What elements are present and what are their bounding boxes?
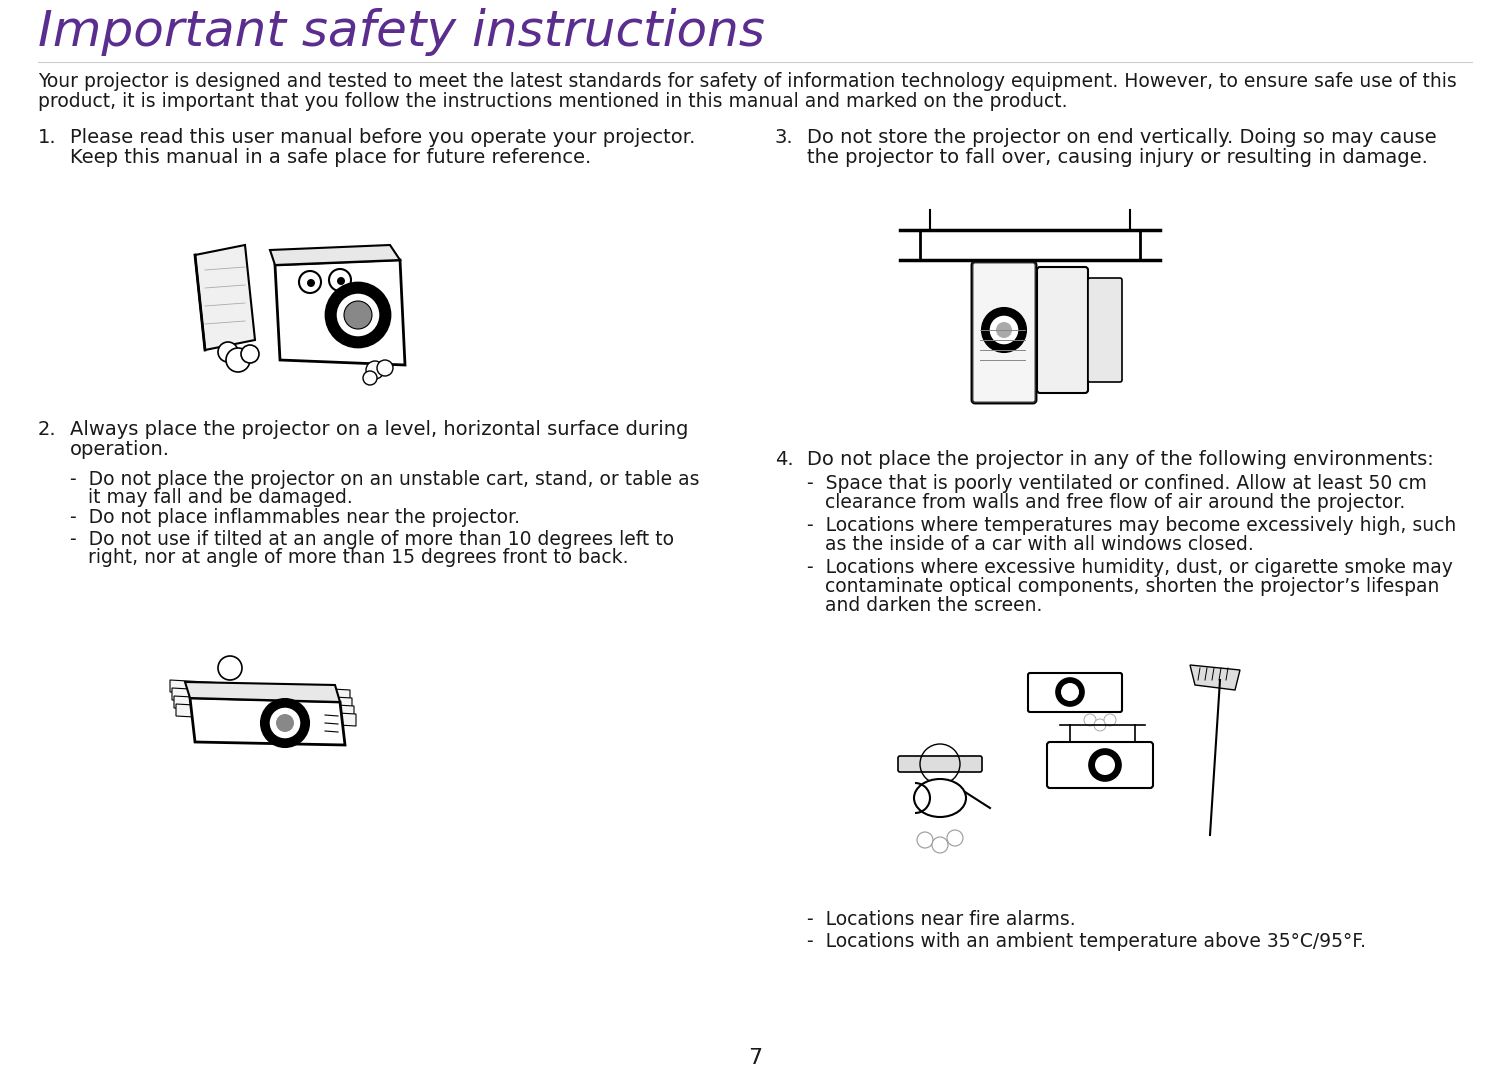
Circle shape xyxy=(299,271,322,293)
Circle shape xyxy=(362,371,378,384)
FancyBboxPatch shape xyxy=(1037,267,1089,393)
Text: 7: 7 xyxy=(747,1048,763,1068)
Text: Do not store the projector on end vertically. Doing so may cause: Do not store the projector on end vertic… xyxy=(806,128,1436,147)
Circle shape xyxy=(997,322,1012,338)
Circle shape xyxy=(337,293,381,337)
FancyBboxPatch shape xyxy=(972,262,1036,403)
Circle shape xyxy=(269,707,300,739)
FancyBboxPatch shape xyxy=(898,756,982,772)
Circle shape xyxy=(1084,714,1096,726)
Text: 1.: 1. xyxy=(38,128,57,147)
Circle shape xyxy=(1095,719,1105,731)
Text: -  Locations with an ambient temperature above 35°C/95°F.: - Locations with an ambient temperature … xyxy=(806,932,1367,950)
Text: -  Locations where temperatures may become excessively high, such: - Locations where temperatures may becom… xyxy=(806,516,1456,535)
Text: 4.: 4. xyxy=(775,450,794,469)
Circle shape xyxy=(365,361,384,379)
Text: -  Locations where excessive humidity, dust, or cigarette smoke may: - Locations where excessive humidity, du… xyxy=(806,558,1453,577)
Circle shape xyxy=(217,656,242,680)
Text: -  Locations near fire alarms.: - Locations near fire alarms. xyxy=(806,910,1075,929)
Text: right, nor at angle of more than 15 degrees front to back.: right, nor at angle of more than 15 degr… xyxy=(69,548,628,567)
Circle shape xyxy=(1104,714,1116,726)
Text: -  Do not place inflammables near the projector.: - Do not place inflammables near the pro… xyxy=(69,508,519,527)
Polygon shape xyxy=(174,696,353,719)
FancyBboxPatch shape xyxy=(972,262,1036,403)
Circle shape xyxy=(1062,683,1080,701)
FancyBboxPatch shape xyxy=(1089,278,1122,382)
Polygon shape xyxy=(275,260,405,365)
Text: Keep this manual in a safe place for future reference.: Keep this manual in a safe place for fut… xyxy=(69,148,592,166)
Text: Do not place the projector in any of the following environments:: Do not place the projector in any of the… xyxy=(806,450,1434,469)
Text: operation.: operation. xyxy=(69,440,171,459)
Circle shape xyxy=(917,832,933,848)
Text: and darken the screen.: and darken the screen. xyxy=(806,596,1042,615)
Circle shape xyxy=(307,279,316,287)
Text: Your projector is designed and tested to meet the latest standards for safety of: Your projector is designed and tested to… xyxy=(38,72,1457,91)
Circle shape xyxy=(989,315,1019,345)
Polygon shape xyxy=(171,680,350,702)
Circle shape xyxy=(226,348,251,372)
Circle shape xyxy=(378,360,393,376)
FancyBboxPatch shape xyxy=(1028,673,1122,712)
Text: it may fall and be damaged.: it may fall and be damaged. xyxy=(69,488,353,507)
Circle shape xyxy=(932,837,948,853)
Text: -  Space that is poorly ventilated or confined. Allow at least 50 cm: - Space that is poorly ventilated or con… xyxy=(806,474,1427,493)
Circle shape xyxy=(344,301,371,329)
Text: clearance from walls and free flow of air around the projector.: clearance from walls and free flow of ai… xyxy=(806,493,1406,512)
Circle shape xyxy=(329,268,350,291)
Polygon shape xyxy=(177,703,356,726)
Circle shape xyxy=(337,277,344,285)
Circle shape xyxy=(261,699,310,748)
Ellipse shape xyxy=(914,779,966,817)
Circle shape xyxy=(276,714,294,732)
Text: 2.: 2. xyxy=(38,420,57,439)
Polygon shape xyxy=(1190,665,1240,690)
Circle shape xyxy=(1095,755,1114,775)
Circle shape xyxy=(326,284,390,347)
Circle shape xyxy=(1055,678,1084,706)
Text: -  Do not place the projector on an unstable cart, stand, or table as: - Do not place the projector on an unsta… xyxy=(69,470,699,489)
Polygon shape xyxy=(270,245,400,265)
FancyBboxPatch shape xyxy=(1046,742,1154,788)
Text: product, it is important that you follow the instructions mentioned in this manu: product, it is important that you follow… xyxy=(38,92,1068,111)
Circle shape xyxy=(217,342,239,362)
Text: 3.: 3. xyxy=(775,128,794,147)
Circle shape xyxy=(242,345,260,363)
Polygon shape xyxy=(195,245,255,350)
Text: -  Do not use if tilted at an angle of more than 10 degrees left to: - Do not use if tilted at an angle of mo… xyxy=(69,529,673,549)
Text: Please read this user manual before you operate your projector.: Please read this user manual before you … xyxy=(69,128,696,147)
Text: the projector to fall over, causing injury or resulting in damage.: the projector to fall over, causing inju… xyxy=(806,148,1428,166)
Polygon shape xyxy=(190,698,344,745)
Text: Always place the projector on a level, horizontal surface during: Always place the projector on a level, h… xyxy=(69,420,689,439)
Polygon shape xyxy=(172,688,352,710)
Polygon shape xyxy=(186,682,340,702)
Circle shape xyxy=(947,830,963,846)
Text: contaminate optical components, shorten the projector’s lifespan: contaminate optical components, shorten … xyxy=(806,577,1439,596)
Text: Important safety instructions: Important safety instructions xyxy=(38,8,766,56)
Circle shape xyxy=(1089,749,1120,781)
Circle shape xyxy=(982,308,1025,352)
Text: as the inside of a car with all windows closed.: as the inside of a car with all windows … xyxy=(806,535,1253,554)
